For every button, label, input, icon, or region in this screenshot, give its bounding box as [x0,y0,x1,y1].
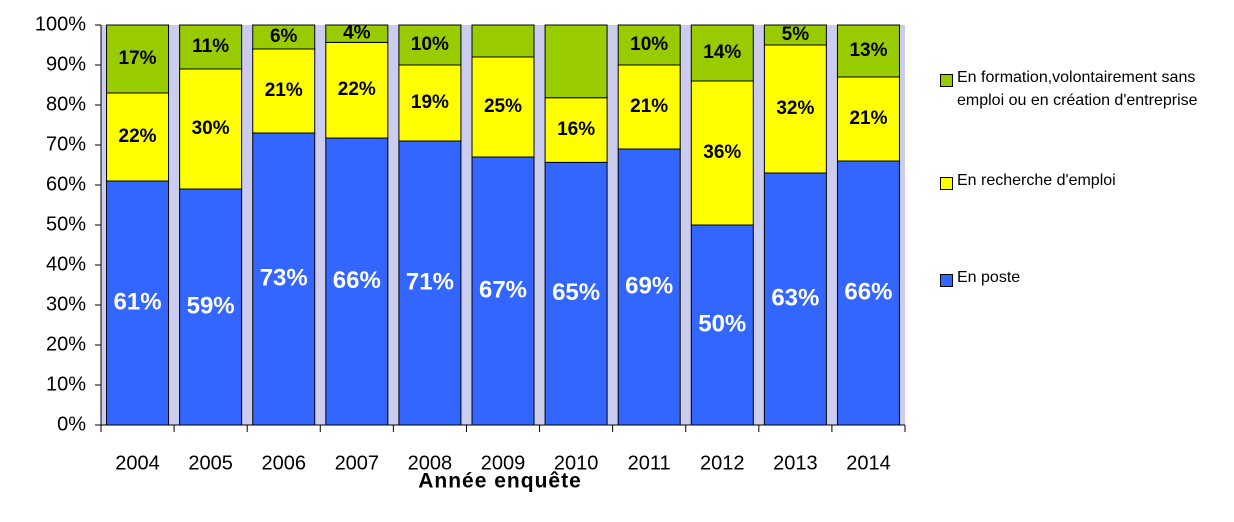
bar-segment [763,44,827,174]
bar-segment [763,24,827,46]
data-label: 25% [484,96,522,117]
y-tick-label: 90% [46,53,86,75]
x-tick-label: 2005 [188,452,233,474]
legend-label: En formation,volontairement sans emploi … [957,69,1198,109]
data-label: 21% [265,80,303,101]
data-label: 73% [260,264,308,291]
x-tick-label: 2007 [335,452,380,474]
data-label: 21% [849,108,887,129]
bar-segment [690,80,754,226]
data-label: 19% [411,92,449,113]
data-label: 59% [187,292,235,319]
y-tick-label: 10% [46,373,86,395]
bar-segment [179,24,243,70]
data-label: 22% [338,79,376,100]
bar-segment [471,56,535,158]
x-tick-label: 2006 [261,452,306,474]
x-tick-label: 2009 [481,452,526,474]
x-tick-label: 2014 [846,452,891,474]
data-label: 69% [625,272,673,299]
data-label: 67% [479,276,527,303]
bar-segment [106,180,170,426]
legend-item: En recherche d'emploi [940,172,1230,192]
y-tick-label: 30% [46,293,86,315]
legend-item: En poste [940,269,1230,289]
data-label: 17% [119,48,157,69]
bar-segment [106,92,170,182]
data-label: 13% [849,40,887,61]
x-tick-label: 2008 [408,452,453,474]
data-label: 6% [270,26,298,47]
data-label: 10% [630,34,668,55]
x-tick-label: 2004 [115,452,160,474]
bar-segment [544,24,608,99]
data-label: 14% [703,42,741,63]
bar-segment [179,188,243,426]
data-label: 11% [192,36,229,57]
legend-label: En recherche d'emploi [957,172,1116,189]
x-tick-label: 2010 [554,452,599,474]
bar-segment [617,24,681,66]
data-label: 22% [119,126,157,147]
data-label: 5% [782,24,810,45]
x-tick-label: 2012 [700,452,745,474]
bar-segment [252,132,316,426]
bar-segment [252,24,316,50]
data-label: 16% [557,119,595,140]
bar-segment [325,41,389,139]
data-label: 32% [776,98,814,119]
legend-swatch [940,274,953,287]
data-label: 65% [552,279,600,306]
y-tick-label: 40% [46,253,86,275]
bar-segment [617,148,681,426]
data-label: 66% [333,267,381,294]
y-tick-label: 100% [35,13,86,35]
bar-segment [325,137,389,426]
bar-segment [471,156,535,426]
bar-segment [690,224,754,426]
y-tick-label: 70% [46,133,86,155]
bar-segment [179,68,243,190]
data-label: 71% [406,268,454,295]
data-label: 30% [192,118,230,139]
data-label: 10% [411,34,449,55]
x-tick-label: 2011 [628,452,671,474]
y-tick-label: 60% [46,173,86,195]
bar-segment [106,24,170,94]
legend-swatch [940,74,953,87]
data-label: 36% [703,142,741,163]
y-tick-label: 80% [46,93,86,115]
data-label: 4% [343,23,371,44]
data-label: 63% [771,284,819,311]
y-tick-label: 50% [46,213,86,235]
bar-segment [544,161,608,426]
data-label: 61% [114,288,162,315]
bar-segment [690,24,754,82]
legend-label: En poste [957,269,1021,286]
bar-segment [252,48,316,134]
bar-segment [325,24,389,43]
data-label: 50% [698,310,746,337]
data-label: 66% [844,278,892,305]
bar-segment [836,160,900,426]
y-tick-label: 20% [46,333,86,355]
data-label: 21% [630,96,668,117]
x-axis-title: Année enquête [418,470,582,493]
bar-segment [836,24,900,78]
legend-swatch [940,177,953,190]
x-tick-label: 2013 [773,452,818,474]
bar-segment [836,76,900,162]
bar-segment [763,172,827,426]
y-tick-label: 0% [57,413,86,435]
bar-segment [398,64,462,142]
bar-segment [617,64,681,150]
bar-segment [471,24,535,58]
legend-item: En formation,volontairement sans emploi … [940,69,1230,112]
bar-segment [398,24,462,66]
